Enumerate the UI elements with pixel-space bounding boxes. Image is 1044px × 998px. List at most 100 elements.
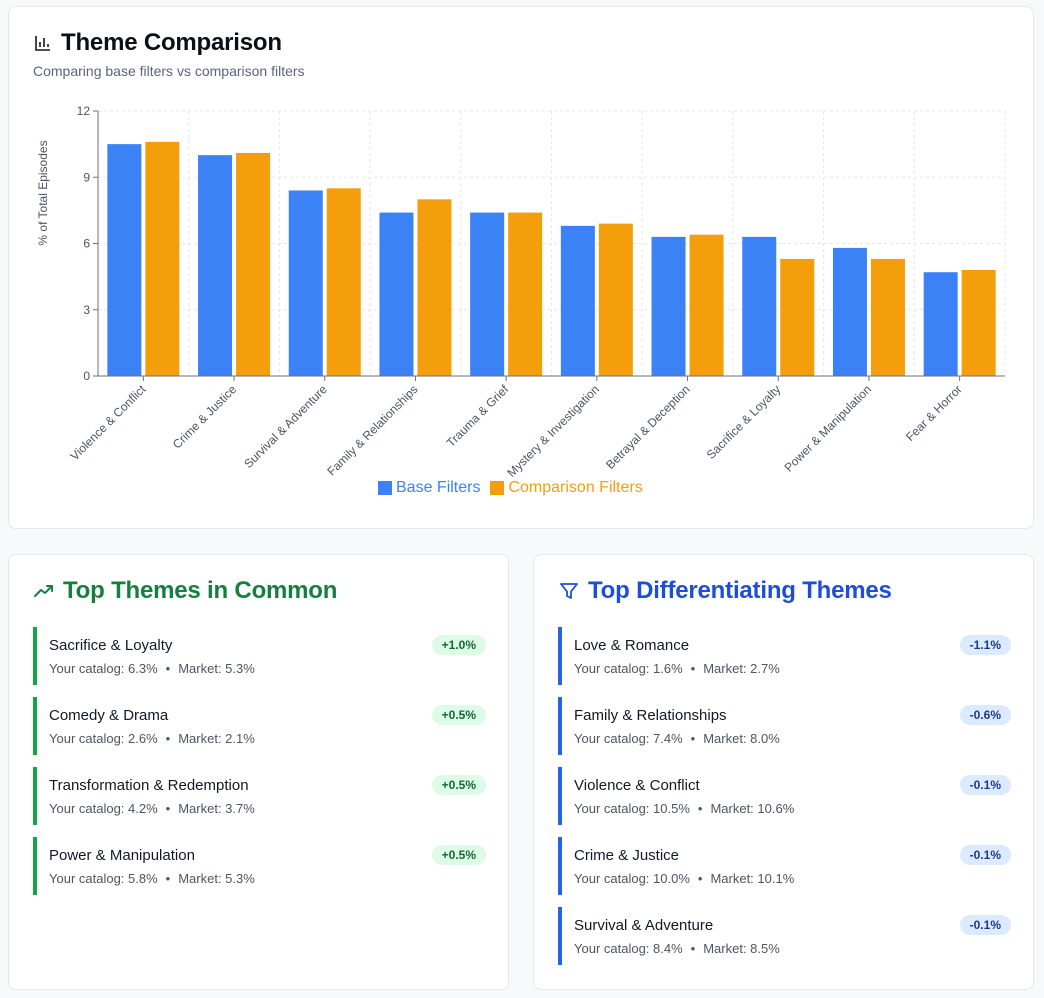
bar-base[interactable]	[923, 272, 958, 376]
bar-base[interactable]	[560, 225, 595, 376]
bar-base[interactable]	[288, 190, 323, 377]
bar-base[interactable]	[379, 212, 414, 376]
accent-bar	[558, 907, 562, 965]
x-tick-label: Violence & Conflict	[68, 382, 149, 463]
market-value: Market: 2.7%	[703, 661, 780, 676]
chart-legend: Base Filters Comparison Filters	[378, 479, 653, 497]
bar-comparison[interactable]	[145, 141, 180, 376]
separator-dot: •	[690, 661, 696, 676]
catalog-value: Your catalog: 2.6%	[49, 731, 158, 746]
separator-dot: •	[697, 801, 703, 816]
theme-name: Crime & Justice	[574, 847, 680, 864]
theme-stats: Your catalog: 10.5% • Market: 10.6%	[574, 801, 794, 816]
market-value: Market: 10.1%	[710, 871, 795, 886]
x-tick-label: Sacrifice & Loyalty	[704, 382, 784, 462]
y-tick-label: 0	[83, 369, 90, 383]
theme-list-item[interactable]: Power & Manipulation Your catalog: 5.8% • M…	[33, 837, 486, 895]
theme-list-item[interactable]: Comedy & Drama Your catalog: 2.6% • Market:…	[33, 697, 486, 755]
chart-header: Theme Comparison	[33, 29, 282, 57]
bar-comparison[interactable]	[417, 199, 452, 376]
common-themes-card: Top Themes in Common Sacrifice & Loyalty…	[8, 554, 509, 990]
bar-base[interactable]	[742, 236, 777, 376]
bar-base[interactable]	[198, 155, 233, 376]
theme-name: Comedy & Drama	[49, 707, 169, 724]
accent-bar	[558, 697, 562, 755]
catalog-value: Your catalog: 6.3%	[49, 661, 158, 676]
legend-item-base[interactable]: Base Filters	[378, 479, 480, 497]
bar-base[interactable]	[651, 236, 686, 376]
bar-comparison[interactable]	[598, 223, 633, 376]
theme-stats: Your catalog: 2.6% • Market: 2.1%	[49, 731, 255, 746]
bar-base[interactable]	[470, 212, 505, 376]
separator-dot: •	[690, 941, 696, 956]
differentiating-themes-header: Top Differentiating Themes	[558, 577, 892, 605]
separator-dot: •	[165, 801, 171, 816]
bar-comparison[interactable]	[870, 258, 905, 376]
bar-comparison[interactable]	[236, 152, 271, 376]
chart-subtitle: Comparing base filters vs comparison fil…	[33, 63, 305, 79]
delta-badge: +0.5%	[431, 775, 486, 795]
y-tick-label: 9	[83, 170, 90, 184]
market-value: Market: 8.0%	[703, 731, 780, 746]
filter-icon	[560, 583, 578, 599]
bar-comparison[interactable]	[961, 270, 996, 376]
legend-item-comparison[interactable]: Comparison Filters	[490, 479, 643, 497]
x-tick-label: Crime & Justice	[170, 382, 240, 452]
catalog-value: Your catalog: 7.4%	[574, 731, 683, 746]
accent-bar	[33, 767, 37, 825]
x-tick-label: Trauma & Grief	[444, 382, 512, 450]
x-tick-label: Mystery & Investigation	[504, 382, 602, 480]
separator-dot: •	[165, 871, 171, 886]
bar-comparison[interactable]	[780, 258, 815, 376]
theme-name: Transformation & Redemption	[49, 777, 249, 794]
delta-badge: +0.5%	[431, 705, 486, 725]
theme-stats: Your catalog: 5.8% • Market: 5.3%	[49, 871, 255, 886]
theme-list-item[interactable]: Love & Romance Your catalog: 1.6% • Market:…	[558, 627, 1011, 685]
theme-list-item[interactable]: Crime & Justice Your catalog: 10.0% • Marke…	[558, 837, 1011, 895]
delta-badge: +0.5%	[431, 845, 486, 865]
theme-stats: Your catalog: 8.4% • Market: 8.5%	[574, 941, 780, 956]
common-themes-list: Sacrifice & Loyalty Your catalog: 6.3% • Ma…	[33, 627, 486, 907]
theme-stats: Your catalog: 6.3% • Market: 5.3%	[49, 661, 255, 676]
y-tick-label: 6	[83, 237, 90, 251]
theme-list-item[interactable]: Violence & Conflict Your catalog: 10.5% • M…	[558, 767, 1011, 825]
differentiating-themes-title: Top Differentiating Themes	[588, 577, 892, 604]
theme-stats: Your catalog: 7.4% • Market: 8.0%	[574, 731, 780, 746]
catalog-value: Your catalog: 10.0%	[574, 871, 690, 886]
page-title: Theme Comparison	[61, 29, 282, 56]
bar-base[interactable]	[832, 247, 867, 376]
market-value: Market: 3.7%	[178, 801, 255, 816]
separator-dot: •	[165, 731, 171, 746]
bar-comparison[interactable]	[689, 234, 724, 376]
market-value: Market: 5.3%	[178, 661, 255, 676]
bar-comparison[interactable]	[326, 188, 361, 376]
separator-dot: •	[165, 661, 171, 676]
theme-name: Violence & Conflict	[574, 777, 700, 794]
theme-name: Family & Relationships	[574, 707, 727, 724]
legend-label-base: Base Filters	[396, 479, 481, 496]
market-value: Market: 5.3%	[178, 871, 255, 886]
delta-badge: -0.1%	[959, 775, 1011, 795]
theme-list-item[interactable]: Sacrifice & Loyalty Your catalog: 6.3% • Ma…	[33, 627, 486, 685]
theme-list-item[interactable]: Survival & Adventure Your catalog: 8.4% • M…	[558, 907, 1011, 965]
theme-name: Survival & Adventure	[574, 917, 714, 934]
differentiating-themes-card: Top Differentiating Themes Love & Romanc…	[533, 554, 1034, 990]
market-value: Market: 10.6%	[710, 801, 795, 816]
theme-name: Love & Romance	[574, 637, 690, 654]
accent-bar	[33, 627, 37, 685]
common-themes-title: Top Themes in Common	[63, 577, 338, 604]
separator-dot: •	[690, 731, 696, 746]
catalog-value: Your catalog: 5.8%	[49, 871, 158, 886]
theme-list-item[interactable]: Family & Relationships Your catalog: 7.4%…	[558, 697, 1011, 755]
theme-list-item[interactable]: Transformation & Redemption Your catalog:…	[33, 767, 486, 825]
delta-badge: +1.0%	[431, 635, 486, 655]
legend-swatch-comparison	[490, 481, 505, 495]
accent-bar	[558, 627, 562, 685]
theme-name: Sacrifice & Loyalty	[49, 637, 173, 654]
bar-comparison[interactable]	[508, 212, 543, 376]
theme-stats: Your catalog: 1.6% • Market: 2.7%	[574, 661, 780, 676]
market-value: Market: 8.5%	[703, 941, 780, 956]
bar-base[interactable]	[107, 144, 142, 376]
legend-label-comparison: Comparison Filters	[508, 479, 643, 496]
market-value: Market: 2.1%	[178, 731, 255, 746]
